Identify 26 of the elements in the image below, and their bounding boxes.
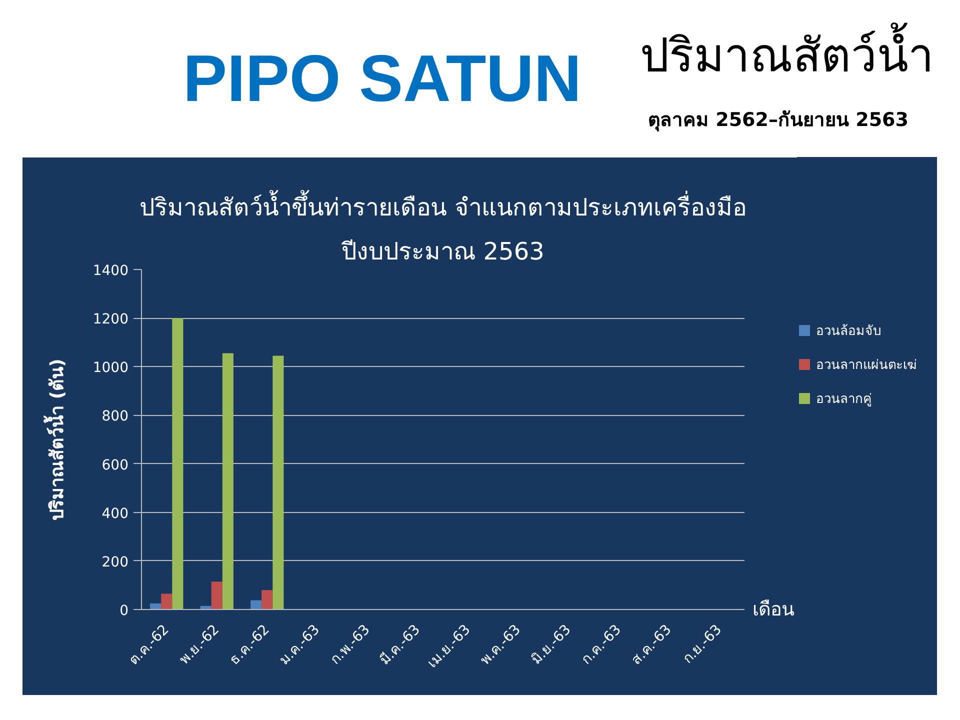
legend-label: อวนลากคู่ xyxy=(816,391,872,409)
bar xyxy=(272,356,284,610)
text: ตุลาคม 2562–กันยายน 2563 xyxy=(648,108,908,134)
text: PIPO SATUN xyxy=(183,40,582,116)
y-tick-label: 200 xyxy=(102,554,129,570)
y-tick-label: 1400 xyxy=(92,263,129,279)
y-tick-label: 0 xyxy=(120,603,129,619)
chart-subtitle: ปีงบประมาณ 2563 xyxy=(340,238,544,266)
bar xyxy=(250,600,262,610)
bar xyxy=(172,318,184,610)
legend-label: อวนล้อมจับ xyxy=(816,323,881,341)
bar xyxy=(211,582,222,610)
bar xyxy=(161,594,172,610)
text: ปริมาณสัตว์น้ำ xyxy=(640,22,934,84)
y-tick-label: 1200 xyxy=(92,312,129,328)
y-axis-title: ปริมาณสัตว์น้ำ (ตัน) xyxy=(42,358,68,520)
y-tick-label: 600 xyxy=(102,457,129,474)
chart-title: ปริมาณสัตว์น้ำขึ้นท่ารายเดือน จำแนกตามประเภทเครื่องมือ xyxy=(140,190,746,222)
bar xyxy=(222,353,234,610)
legend-label: อวนลากแผ่นตะเฆ่ xyxy=(816,357,917,375)
y-tick-label: 800 xyxy=(102,408,129,425)
y-tick-label: 1000 xyxy=(92,360,129,376)
bar xyxy=(262,590,273,610)
x-axis-title: เดือน xyxy=(752,598,794,620)
bar xyxy=(150,603,162,610)
y-tick-label: 400 xyxy=(102,506,129,522)
